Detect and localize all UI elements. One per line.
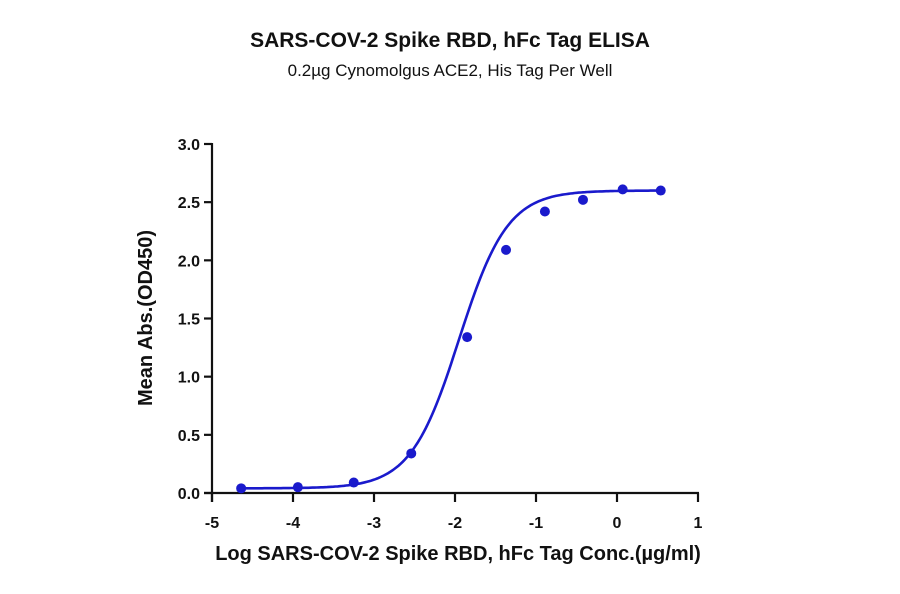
data-point <box>236 483 247 494</box>
chart-subtitle: 0.2µg Cynomolgus ACE2, His Tag Per Well <box>287 61 613 80</box>
y-tick-label: 1.5 <box>178 312 200 329</box>
fit-curve-line <box>241 189 661 490</box>
data-point <box>577 194 588 205</box>
y-tick-label: 3.0 <box>178 137 200 154</box>
chart-title: SARS-COV-2 Spike RBD, hFc Tag ELISA <box>250 29 650 52</box>
x-tick-label: 1 <box>694 515 703 532</box>
data-point <box>617 184 628 195</box>
x-tick-label: -2 <box>448 515 462 532</box>
data-point <box>539 206 550 217</box>
y-axis-label: Mean Abs.(OD450) <box>135 230 157 406</box>
x-tick-label: 0 <box>613 515 622 532</box>
x-axis-label: Log SARS-COV-2 Spike RBD, hFc Tag Conc.(… <box>215 543 701 565</box>
y-tick-label: 0.0 <box>178 486 200 503</box>
data-point <box>462 332 473 343</box>
data-point <box>348 477 359 488</box>
fit-curve <box>241 189 661 490</box>
y-tick-label: 0.5 <box>178 428 200 445</box>
x-tick-label: -3 <box>367 515 381 532</box>
y-tick-label: 2.5 <box>178 195 200 212</box>
y-tick-label: 2.0 <box>178 253 200 270</box>
data-point <box>501 244 512 255</box>
data-points <box>236 184 666 494</box>
axes: 0.0 0.5 1.0 1.5 2.0 2.5 3.0 -5 -4 -3 -2 -1 0 1 <box>178 137 703 532</box>
x-tick-label: -1 <box>529 515 543 532</box>
data-point <box>406 448 417 459</box>
data-point <box>292 482 303 493</box>
x-tick-label: -4 <box>286 515 300 532</box>
data-point <box>655 185 666 196</box>
x-tick-label: -5 <box>205 515 219 532</box>
y-tick-label: 1.0 <box>178 370 200 387</box>
